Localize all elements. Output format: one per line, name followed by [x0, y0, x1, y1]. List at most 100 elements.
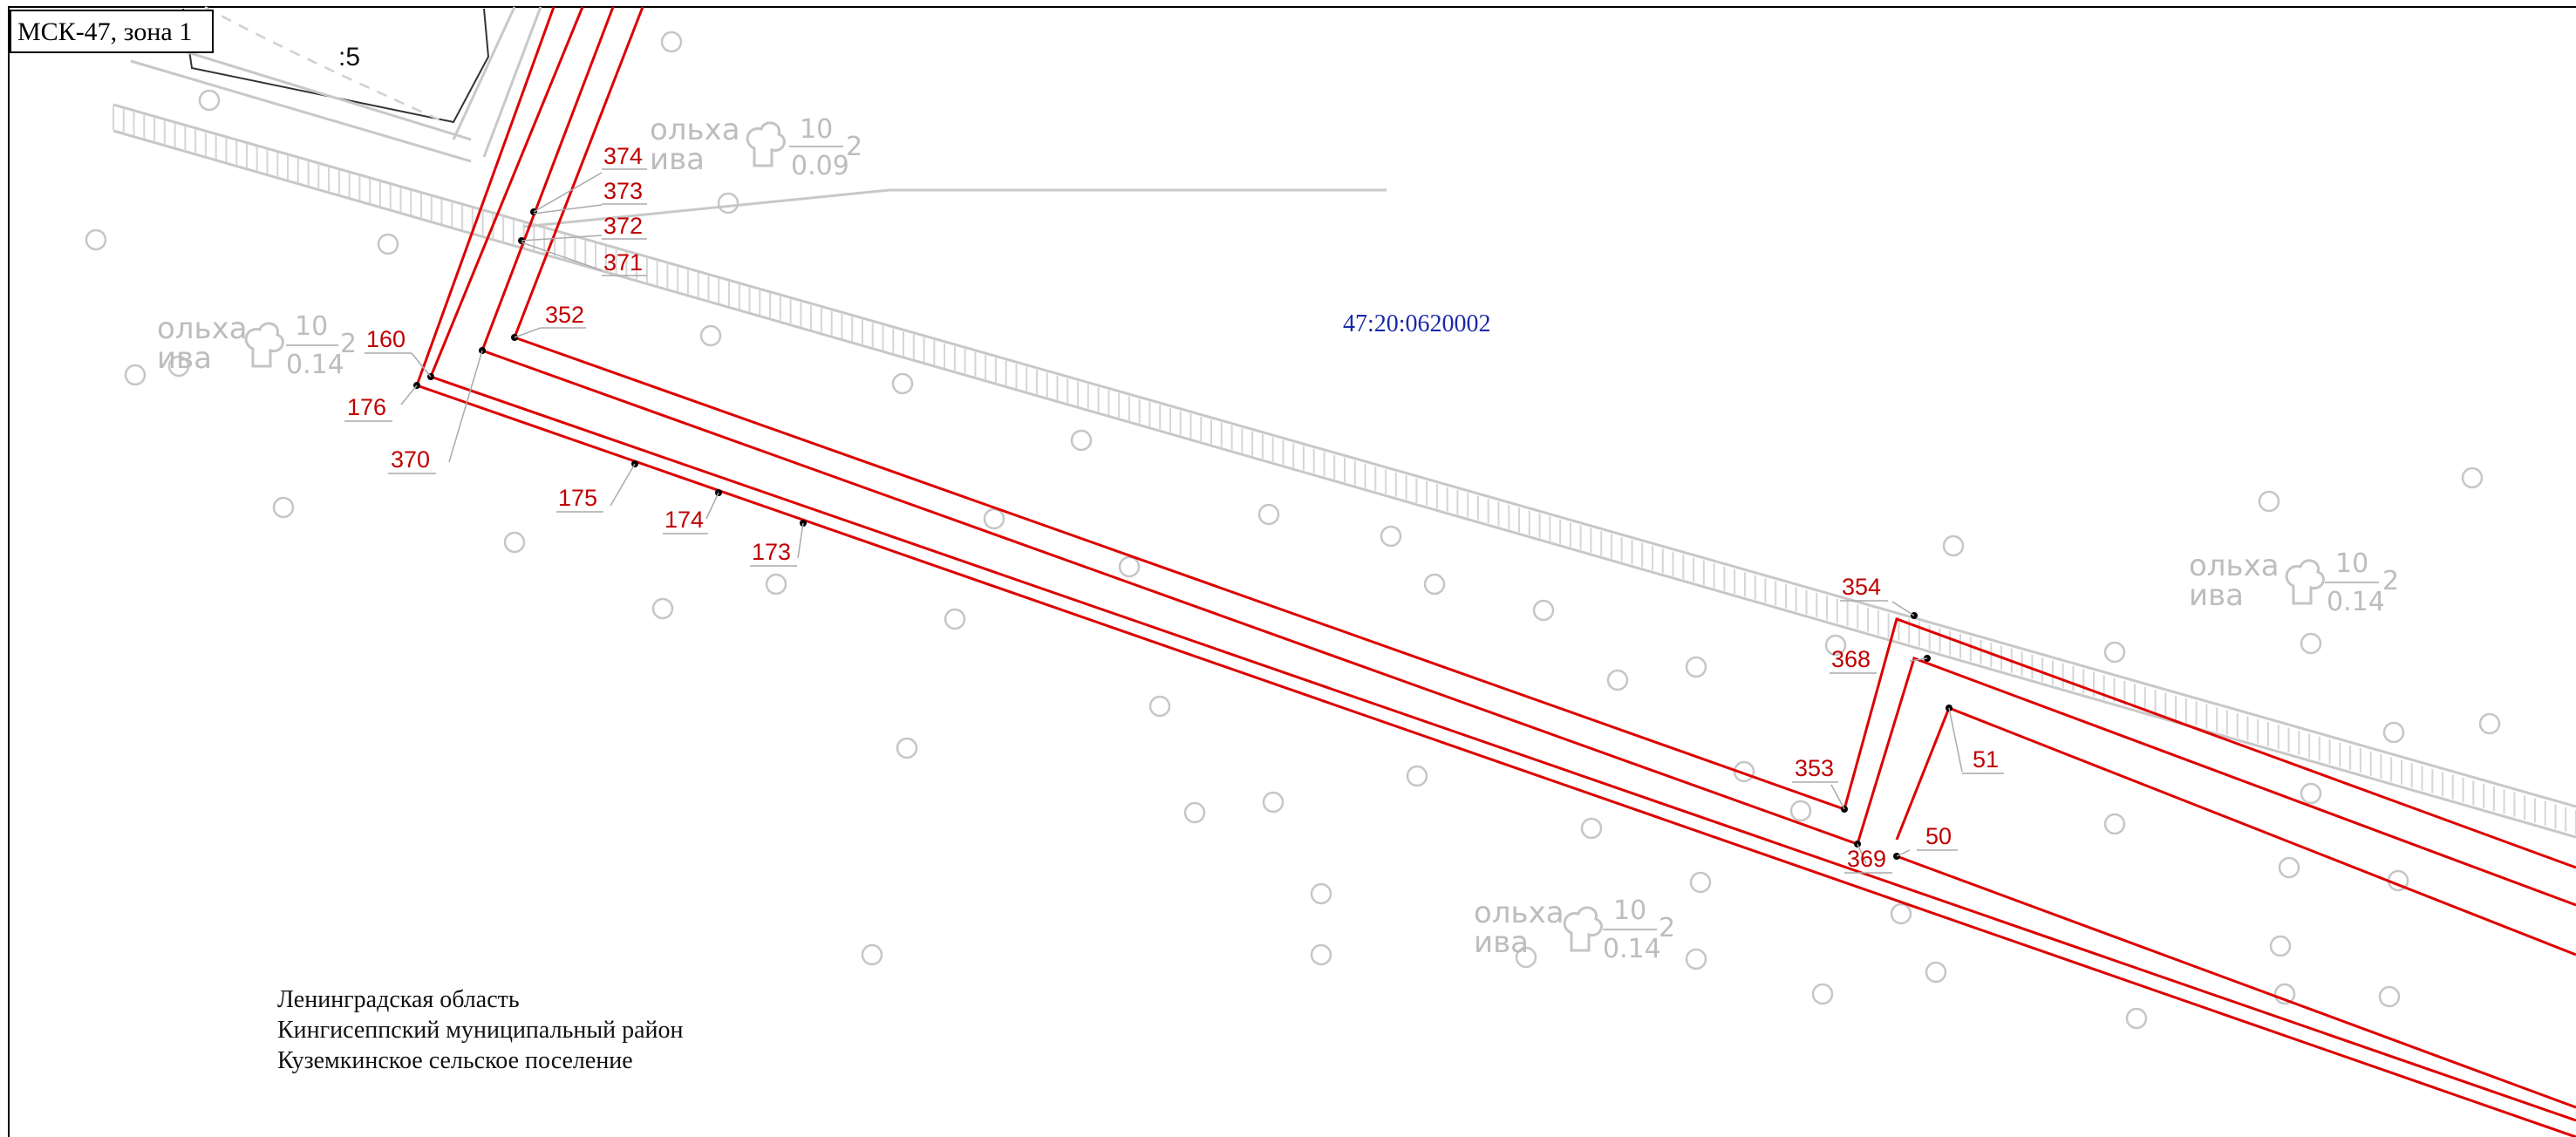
tree-symbol	[2103, 813, 2126, 835]
boundary-lines	[415, 6, 2576, 1137]
tree-icon	[746, 121, 786, 167]
point-label-368: 368	[1831, 646, 1871, 672]
svg-text:ива: ива	[157, 341, 212, 376]
tree-symbol	[1423, 573, 1446, 596]
tree-symbol	[2273, 983, 2296, 1005]
tree-symbol	[1824, 634, 1847, 657]
svg-text:10: 10	[295, 311, 328, 342]
admin-info: Ленинградская область Кингисеппский муни…	[277, 986, 684, 1074]
map-frame	[8, 6, 2576, 1137]
admin-district: Кингисеппский муниципальный район	[277, 1017, 684, 1044]
tree-symbol	[717, 192, 739, 214]
tree-icon	[244, 322, 284, 368]
svg-text:ольха: ольха	[650, 112, 740, 147]
tree-icon	[1563, 906, 1603, 952]
point-label-175: 175	[558, 485, 597, 511]
svg-text:0.14: 0.14	[1603, 934, 1661, 964]
svg-text:ива: ива	[650, 142, 705, 177]
crs-text: МСК-47, зона 1	[17, 17, 192, 46]
tree-symbol	[1310, 882, 1332, 905]
point-label-374: 374	[603, 143, 643, 169]
tree-symbol	[198, 89, 221, 112]
vegetation-label-3: ольха ива 10 0.14 2	[2189, 548, 2399, 617]
tree-symbol	[124, 364, 147, 386]
tree-symbol	[377, 233, 399, 255]
crs-label: МСК-47, зона 1	[10, 10, 214, 53]
tree-symbol	[699, 324, 722, 347]
tree-symbol	[651, 597, 674, 620]
svg-text:2: 2	[2382, 566, 2399, 596]
tree-symbol	[167, 355, 190, 378]
tree-symbol	[765, 573, 787, 596]
tree-symbol	[2382, 721, 2405, 744]
leader-lines	[400, 172, 1963, 864]
tree-symbol	[1262, 791, 1285, 814]
svg-text:0.14: 0.14	[2327, 587, 2385, 617]
point-label-369: 369	[1847, 846, 1886, 872]
point-label-354: 354	[1842, 574, 1881, 600]
tree-symbol	[1925, 961, 1947, 984]
grey-line	[522, 188, 1387, 228]
svg-text:0.09: 0.09	[791, 151, 849, 181]
tree-symbol	[1070, 429, 1093, 452]
tree-symbol	[983, 507, 1005, 530]
svg-text:ольха: ольха	[2189, 548, 2280, 583]
tree-symbol	[891, 372, 914, 395]
tree-symbol	[1733, 760, 1755, 783]
tree-symbol	[2258, 490, 2280, 513]
point-label-160: 160	[366, 326, 405, 352]
point-label-370: 370	[391, 446, 430, 473]
svg-text:2: 2	[1659, 913, 1675, 943]
point-labels: 374 373 372 371 352 160 176 370 175 174 …	[344, 143, 2004, 874]
point-label-353: 353	[1795, 755, 1834, 781]
svg-text:10: 10	[800, 114, 833, 145]
tree-symbol	[2300, 632, 2322, 655]
tree-symbol	[2125, 1007, 2148, 1030]
svg-text:ольха: ольха	[157, 311, 248, 346]
tree-symbol	[272, 496, 295, 519]
tree-symbol	[1183, 801, 1206, 824]
tree-symbol	[660, 31, 683, 53]
point-label-174: 174	[664, 507, 704, 533]
admin-region: Ленинградская область	[277, 986, 520, 1013]
point-label-51: 51	[1973, 746, 1999, 773]
tree-symbol	[1515, 946, 1537, 969]
point-label-371: 371	[603, 249, 643, 276]
svg-text:2: 2	[340, 329, 357, 359]
admin-settlement: Кузeмкинское сельское поселение	[277, 1047, 633, 1074]
cadastral-block-label: 47:20:0620002	[1343, 310, 1491, 337]
tree-symbol	[2478, 712, 2501, 735]
tree-symbol	[1118, 555, 1141, 578]
svg-text:ива: ива	[1474, 925, 1529, 960]
hatched-band-main	[112, 103, 2576, 839]
tree-symbol	[1406, 765, 1428, 787]
svg-text:2: 2	[846, 132, 862, 162]
tree-symbol	[2269, 935, 2292, 957]
parcel-number: :5	[338, 43, 360, 71]
point-label-176: 176	[347, 394, 386, 420]
svg-text:ольха: ольха	[1474, 895, 1564, 930]
tree-symbol	[1689, 871, 1712, 894]
tree-symbol	[1811, 983, 1834, 1005]
svg-text:10: 10	[2335, 548, 2368, 579]
point-label-372: 372	[603, 213, 643, 239]
tree-symbol	[2378, 985, 2401, 1008]
tree-symbol	[503, 531, 526, 554]
tree-symbol	[1148, 695, 1171, 718]
tree-symbol	[1942, 534, 1965, 557]
tree-symbol	[896, 737, 918, 759]
tree-symbol	[1257, 503, 1280, 526]
tree-symbol	[2300, 782, 2322, 805]
tree-symbol	[1685, 948, 1707, 970]
tree-symbols	[85, 31, 2501, 1030]
tree-symbol	[1532, 599, 1555, 622]
point-label-173: 173	[752, 539, 791, 565]
tree-symbol	[1310, 943, 1332, 966]
svg-text:0.14: 0.14	[286, 350, 344, 380]
tree-symbol	[1606, 669, 1629, 691]
tree-symbol	[944, 608, 966, 630]
vegetation-label-4: ольха ива 10 0.14 2	[1474, 895, 1675, 964]
tree-symbol	[1685, 656, 1707, 678]
tree-symbol	[85, 228, 107, 251]
